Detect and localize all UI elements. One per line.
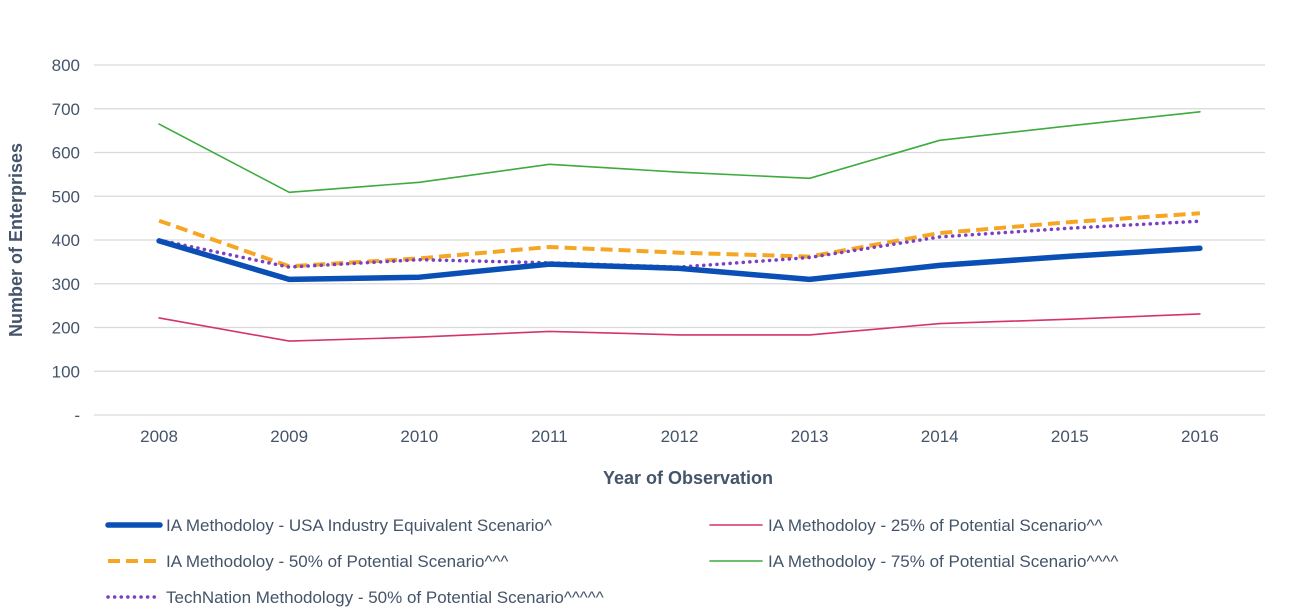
y-tick-label: 600	[52, 144, 80, 163]
x-tick-label: 2011	[531, 427, 568, 446]
legend-label: IA Methodoloy - 75% of Potential Scenari…	[768, 552, 1118, 571]
y-tick-label: 400	[52, 231, 80, 250]
series-line-1	[156, 238, 1203, 283]
gridlines	[94, 64, 1265, 416]
legend-label: IA Methodoloy - USA Industry Equivalent …	[166, 516, 552, 535]
x-axis-ticks: 2008 2009 2010 2011 2012 2013 2014 2015 2016	[140, 427, 1219, 446]
y-tick-label: 200	[52, 319, 80, 338]
y-tick-label: 700	[52, 100, 80, 119]
legend-label: TechNation Methodology - 50% of Potentia…	[166, 588, 604, 607]
x-tick-label: 2014	[921, 427, 959, 446]
y-axis-title: Number of Enterprises	[6, 143, 26, 337]
series-line-4	[158, 111, 1201, 194]
x-tick-label: 2009	[270, 427, 308, 446]
x-tick-label: 2012	[661, 427, 699, 446]
y-tick-label: 500	[52, 187, 80, 206]
y-tick-label: 300	[52, 275, 80, 294]
x-axis-title: Year of Observation	[603, 468, 773, 488]
legend-label: IA Methodoloy - 50% of Potential Scenari…	[166, 552, 508, 571]
series-line-2	[158, 313, 1201, 342]
series-lines	[156, 111, 1203, 342]
legend: IA Methodoloy - USA Industry Equivalent …	[105, 516, 1118, 607]
series-line-5	[157, 219, 1202, 269]
x-tick-label: 2010	[400, 427, 438, 446]
legend-label: IA Methodoloy - 25% of Potential Scenari…	[768, 516, 1102, 535]
x-tick-label: 2015	[1051, 427, 1089, 446]
x-tick-label: 2016	[1181, 427, 1219, 446]
series-line-3	[158, 211, 1201, 269]
x-tick-label: 2013	[791, 427, 829, 446]
y-tick-label: 100	[52, 362, 80, 381]
y-axis-ticks: - 100 200 300 400 500 600 700 800	[52, 56, 80, 425]
x-tick-label: 2008	[140, 427, 178, 446]
y-tick-label: 800	[52, 56, 80, 75]
y-tick-label: -	[74, 406, 80, 425]
